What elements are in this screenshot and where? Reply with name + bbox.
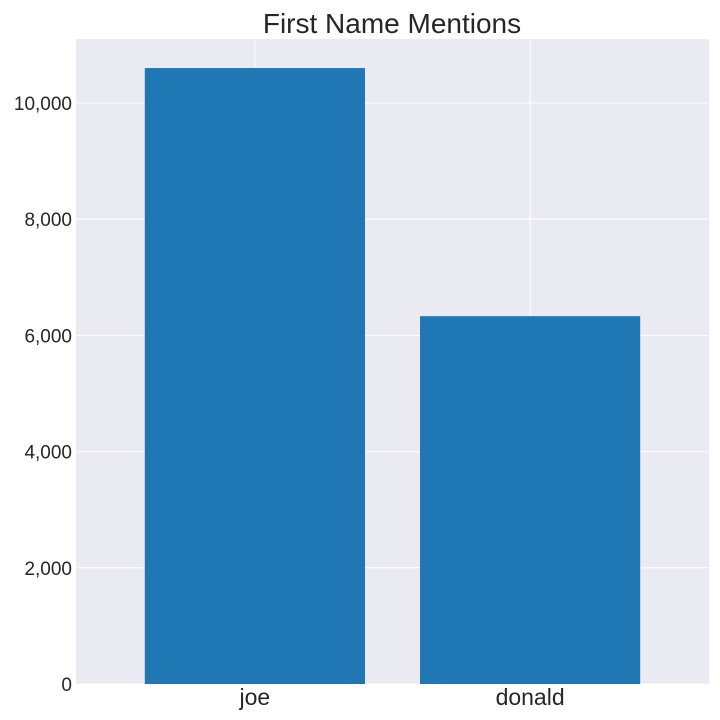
y-tick-label: 6,000 xyxy=(24,326,72,347)
bar-donald xyxy=(420,316,641,684)
bars xyxy=(144,68,641,684)
y-tick-label: 0 xyxy=(61,675,72,696)
y-tick-label: 4,000 xyxy=(24,443,72,464)
chart-title: First Name Mentions xyxy=(263,8,521,39)
x-tick-label-donald: donald xyxy=(496,684,565,710)
y-axis-ticks: 0 2,000 4,000 6,000 8,000 10,000 xyxy=(14,94,72,696)
y-tick-label: 2,000 xyxy=(24,559,72,580)
x-axis-ticks: joe donald xyxy=(239,684,565,710)
y-tick-label: 8,000 xyxy=(24,210,72,231)
y-tick-label: 10,000 xyxy=(14,94,72,115)
bar-joe xyxy=(144,68,365,684)
x-tick-label-joe: joe xyxy=(239,684,271,710)
